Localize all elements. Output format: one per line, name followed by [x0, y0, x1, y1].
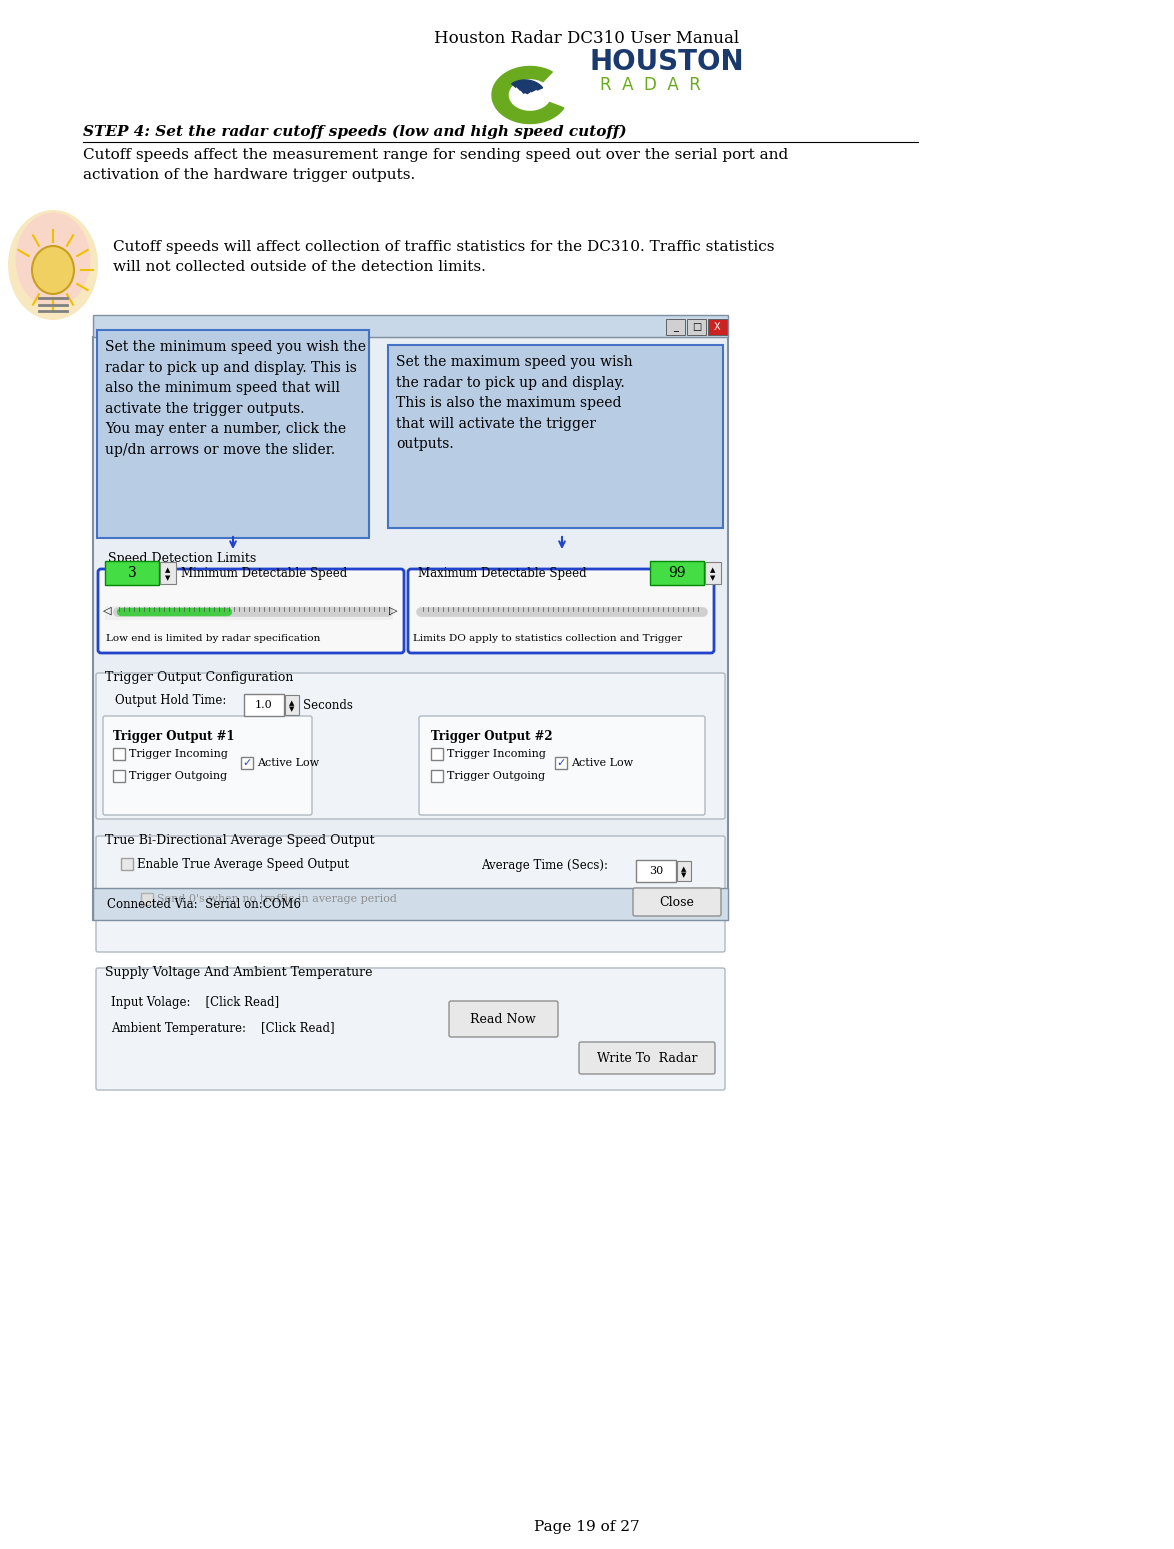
Polygon shape — [492, 67, 564, 124]
FancyBboxPatch shape — [431, 770, 443, 782]
Text: 30: 30 — [649, 866, 663, 877]
FancyBboxPatch shape — [121, 858, 133, 871]
FancyBboxPatch shape — [96, 672, 726, 819]
Text: Trigger Output Configuration: Trigger Output Configuration — [104, 671, 294, 685]
FancyBboxPatch shape — [93, 888, 728, 920]
Text: Ambient Temperature:    [Click Read]: Ambient Temperature: [Click Read] — [112, 1022, 335, 1035]
Polygon shape — [521, 90, 531, 93]
Text: Trigger Output #2: Trigger Output #2 — [431, 730, 553, 744]
Text: Connected Via:  Serial on:COM6: Connected Via: Serial on:COM6 — [107, 897, 301, 911]
FancyBboxPatch shape — [431, 748, 443, 761]
Text: Seconds: Seconds — [303, 699, 353, 711]
FancyBboxPatch shape — [103, 716, 312, 815]
FancyBboxPatch shape — [160, 562, 176, 584]
Text: ▼: ▼ — [681, 872, 687, 878]
Text: 3: 3 — [128, 565, 136, 579]
Text: Set the minimum speed you wish the
radar to pick up and display. This is
also th: Set the minimum speed you wish the radar… — [104, 339, 366, 457]
FancyBboxPatch shape — [706, 562, 721, 584]
FancyBboxPatch shape — [93, 338, 728, 920]
Text: Trigger Incoming: Trigger Incoming — [447, 750, 546, 759]
Text: Output Hold Time:: Output Hold Time: — [115, 694, 227, 706]
Text: Speed Detection Limits: Speed Detection Limits — [108, 551, 256, 565]
Text: Enable True Average Speed Output: Enable True Average Speed Output — [137, 858, 349, 871]
Text: True Bi-Directional Average Speed Output: True Bi-Directional Average Speed Output — [104, 833, 375, 847]
FancyBboxPatch shape — [93, 314, 728, 338]
FancyBboxPatch shape — [636, 860, 676, 881]
FancyBboxPatch shape — [96, 836, 726, 953]
FancyBboxPatch shape — [244, 694, 284, 716]
FancyBboxPatch shape — [97, 568, 404, 654]
FancyBboxPatch shape — [708, 319, 727, 335]
Text: ▲: ▲ — [710, 567, 716, 573]
Polygon shape — [518, 85, 535, 91]
FancyBboxPatch shape — [241, 757, 254, 768]
Polygon shape — [512, 81, 542, 90]
FancyBboxPatch shape — [687, 319, 706, 335]
Text: 99: 99 — [668, 565, 686, 579]
Text: Low end is limited by radar specification: Low end is limited by radar specificatio… — [106, 634, 321, 643]
Text: ◁: ◁ — [103, 606, 112, 617]
Text: Close: Close — [660, 895, 695, 909]
Text: Houston Radar DC310 User Manual: Houston Radar DC310 User Manual — [434, 29, 740, 46]
Text: Cutoff speeds will affect collection of traffic statistics for the DC310. Traffi: Cutoff speeds will affect collection of … — [113, 240, 775, 274]
Text: HOUSTON: HOUSTON — [591, 48, 744, 76]
Text: Trigger Outgoing: Trigger Outgoing — [129, 771, 227, 781]
FancyBboxPatch shape — [555, 757, 567, 768]
Text: Trigger Output #1: Trigger Output #1 — [113, 730, 235, 744]
Text: ▼: ▼ — [166, 575, 170, 581]
Text: R  A  D  A  R: R A D A R — [600, 76, 701, 94]
Text: Page 19 of 27: Page 19 of 27 — [534, 1520, 640, 1534]
Text: STEP 4: Set the radar cutoff speeds (low and high speed cutoff): STEP 4: Set the radar cutoff speeds (low… — [83, 125, 627, 139]
Text: _: _ — [673, 322, 677, 331]
FancyBboxPatch shape — [666, 319, 684, 335]
FancyBboxPatch shape — [650, 561, 704, 586]
Ellipse shape — [32, 246, 74, 294]
Ellipse shape — [15, 212, 90, 308]
Text: Set the maximum speed you wish
the radar to pick up and display.
This is also th: Set the maximum speed you wish the radar… — [396, 355, 633, 451]
Text: Limits DO apply to statistics collection and Trigger: Limits DO apply to statistics collection… — [413, 634, 682, 643]
Text: Trigger Incoming: Trigger Incoming — [129, 750, 228, 759]
FancyBboxPatch shape — [104, 606, 393, 620]
FancyBboxPatch shape — [104, 561, 158, 586]
FancyBboxPatch shape — [387, 345, 723, 528]
Text: Supply Voltage And Ambient Temperature: Supply Voltage And Ambient Temperature — [104, 967, 372, 979]
FancyBboxPatch shape — [96, 968, 726, 1090]
Text: Maximum Detectable Speed: Maximum Detectable Speed — [418, 567, 587, 579]
FancyBboxPatch shape — [113, 748, 124, 761]
Text: ✓: ✓ — [556, 757, 566, 768]
FancyBboxPatch shape — [633, 888, 721, 915]
Text: Average Time (Secs):: Average Time (Secs): — [481, 860, 608, 872]
Text: Input Volage:    [Click Read]: Input Volage: [Click Read] — [112, 996, 279, 1008]
FancyBboxPatch shape — [579, 1042, 715, 1073]
FancyBboxPatch shape — [409, 568, 714, 654]
Text: ▷: ▷ — [389, 606, 397, 617]
Text: ✓: ✓ — [242, 757, 251, 768]
Text: ▲: ▲ — [681, 866, 687, 872]
Text: ▲: ▲ — [289, 700, 295, 706]
FancyBboxPatch shape — [113, 770, 124, 782]
Text: Read Now: Read Now — [470, 1013, 535, 1025]
Text: Cutoff speeds affect the measurement range for sending speed out over the serial: Cutoff speeds affect the measurement ran… — [83, 149, 788, 181]
Text: Active Low: Active Low — [571, 757, 633, 768]
Text: ▲: ▲ — [166, 567, 170, 573]
FancyBboxPatch shape — [448, 1001, 558, 1036]
Text: 1.0: 1.0 — [255, 700, 272, 709]
Ellipse shape — [8, 211, 97, 321]
Text: Minimum Detectable Speed: Minimum Detectable Speed — [181, 567, 348, 579]
FancyBboxPatch shape — [677, 861, 691, 881]
Text: Write To  Radar: Write To Radar — [596, 1052, 697, 1064]
Text: □: □ — [691, 322, 701, 331]
FancyBboxPatch shape — [97, 330, 369, 538]
Text: ▼: ▼ — [289, 706, 295, 713]
FancyBboxPatch shape — [285, 696, 299, 716]
Text: Active Low: Active Low — [257, 757, 319, 768]
FancyBboxPatch shape — [419, 716, 706, 815]
FancyBboxPatch shape — [141, 894, 153, 905]
Text: ▼: ▼ — [710, 575, 716, 581]
Text: X: X — [714, 322, 721, 331]
Text: Send 0's when no traffic in average period: Send 0's when no traffic in average peri… — [157, 894, 397, 905]
Text: Trigger Outgoing: Trigger Outgoing — [447, 771, 545, 781]
